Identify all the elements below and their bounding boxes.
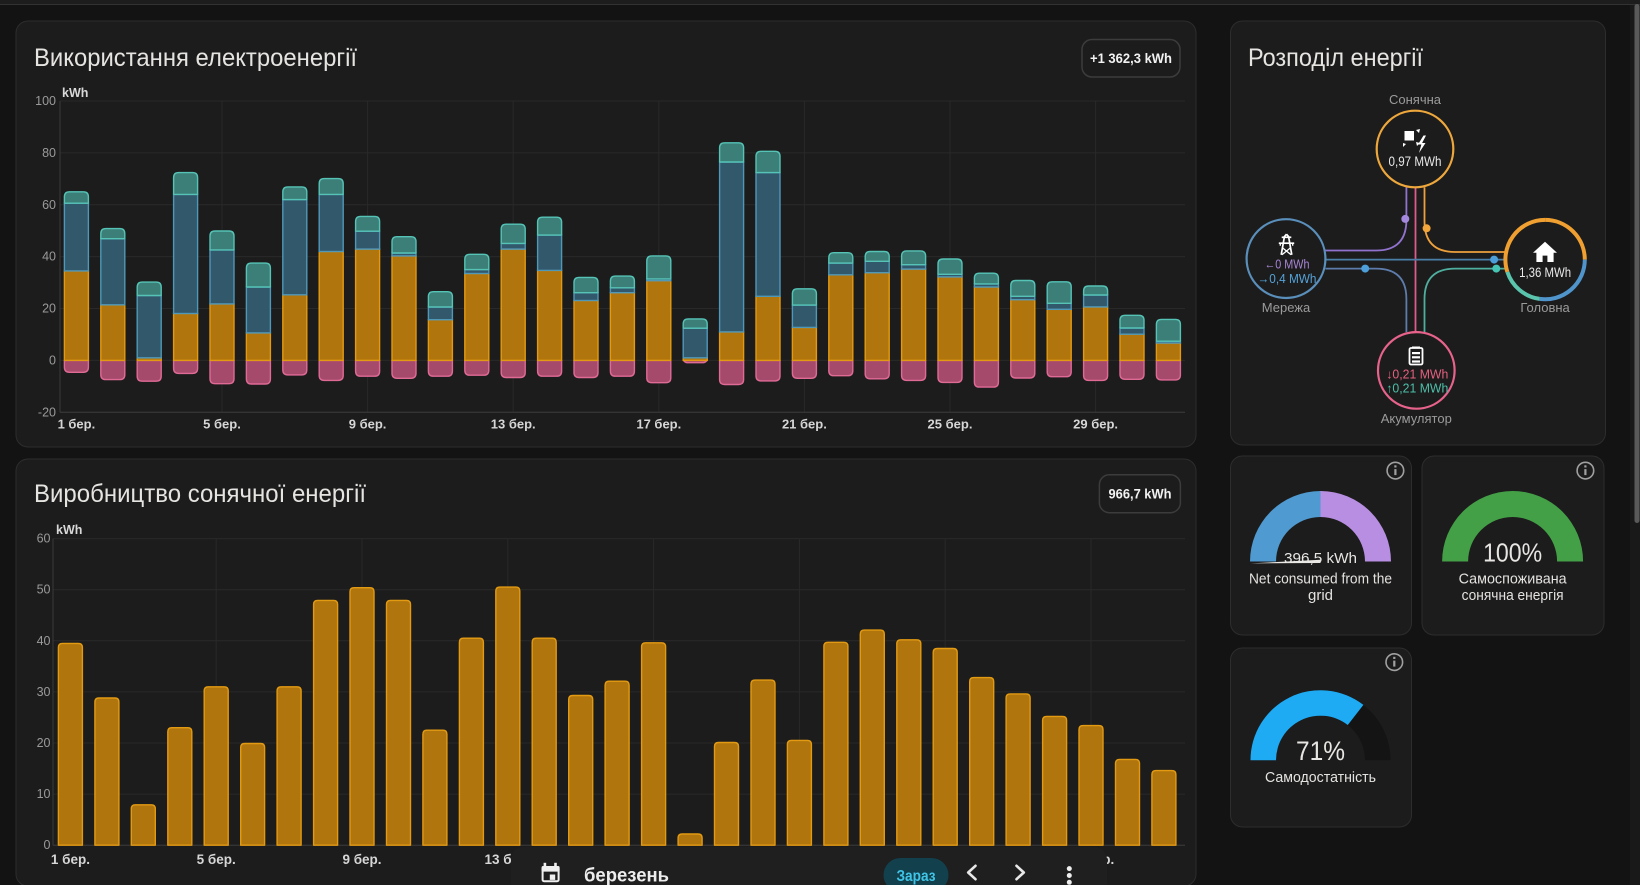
svg-text:396,5 kWh: 396,5 kWh [1284, 550, 1357, 567]
svg-text:29 бер.: 29 бер. [1073, 417, 1118, 432]
svg-text:grid: grid [1308, 587, 1333, 604]
svg-text:0: 0 [49, 353, 56, 367]
svg-text:kWh: kWh [56, 523, 82, 537]
svg-text:0: 0 [44, 838, 51, 852]
svg-text:9 бер.: 9 бер. [342, 852, 381, 867]
svg-text:60: 60 [37, 532, 51, 546]
svg-text:100: 100 [35, 94, 56, 108]
svg-text:9 бер.: 9 бер. [349, 417, 387, 432]
svg-text:+1 362,3 kWh: +1 362,3 kWh [1090, 50, 1172, 66]
svg-text:0,97 MWh: 0,97 MWh [1389, 154, 1442, 169]
svg-text:20: 20 [37, 736, 51, 750]
svg-text:5 бер.: 5 бер. [197, 852, 236, 867]
svg-text:березень: березень [584, 866, 669, 885]
svg-text:17 бер.: 17 бер. [636, 417, 681, 432]
svg-text:1,36 MWh: 1,36 MWh [1519, 265, 1571, 280]
svg-text:Акумулятор: Акумулятор [1381, 411, 1452, 426]
svg-text:1 бер.: 1 бер. [58, 417, 96, 432]
svg-text:Розподіл енергії: Розподіл енергії [1248, 44, 1423, 72]
svg-text:←0 MWh: ←0 MWh [1265, 258, 1310, 272]
svg-text:сонячна енергія: сонячна енергія [1462, 587, 1564, 604]
svg-text:Сонячна: Сонячна [1389, 92, 1442, 107]
svg-text:Мережа: Мережа [1262, 300, 1311, 315]
svg-text:Виробництво сонячної енергії: Виробництво сонячної енергії [34, 480, 366, 508]
svg-text:5 бер.: 5 бер. [203, 417, 241, 432]
svg-text:Використання електроенергії: Використання електроенергії [34, 44, 357, 72]
svg-text:-20: -20 [38, 405, 56, 419]
svg-text:→0,4 MWh: →0,4 MWh [1258, 272, 1317, 286]
svg-text:Головна: Головна [1520, 300, 1570, 315]
svg-text:60: 60 [42, 198, 56, 212]
svg-text:21 бер.: 21 бер. [782, 417, 827, 432]
svg-text:20: 20 [42, 302, 56, 316]
svg-text:80: 80 [42, 146, 56, 160]
svg-text:966,7 kWh: 966,7 kWh [1109, 486, 1172, 502]
svg-text:71%: 71% [1296, 736, 1345, 766]
svg-text:13 бер.: 13 бер. [491, 417, 536, 432]
svg-text:100%: 100% [1483, 540, 1542, 568]
svg-text:↑0,21 MWh: ↑0,21 MWh [1386, 382, 1448, 396]
svg-text:10: 10 [37, 787, 51, 801]
svg-text:40: 40 [42, 250, 56, 264]
svg-text:25 бер.: 25 бер. [928, 417, 973, 432]
svg-text:kWh: kWh [62, 86, 88, 100]
svg-text:Зараз: Зараз [897, 868, 936, 885]
svg-text:Самоспоживана: Самоспоживана [1459, 571, 1568, 588]
svg-text:50: 50 [37, 583, 51, 597]
svg-text:40: 40 [37, 634, 51, 648]
svg-text:Самодостатність: Самодостатність [1265, 769, 1376, 786]
svg-text:30: 30 [37, 685, 51, 699]
svg-text:1 бер.: 1 бер. [51, 852, 90, 867]
svg-text:Net consumed from the: Net consumed from the [1249, 571, 1392, 588]
svg-text:↓0,21 MWh: ↓0,21 MWh [1386, 368, 1448, 382]
